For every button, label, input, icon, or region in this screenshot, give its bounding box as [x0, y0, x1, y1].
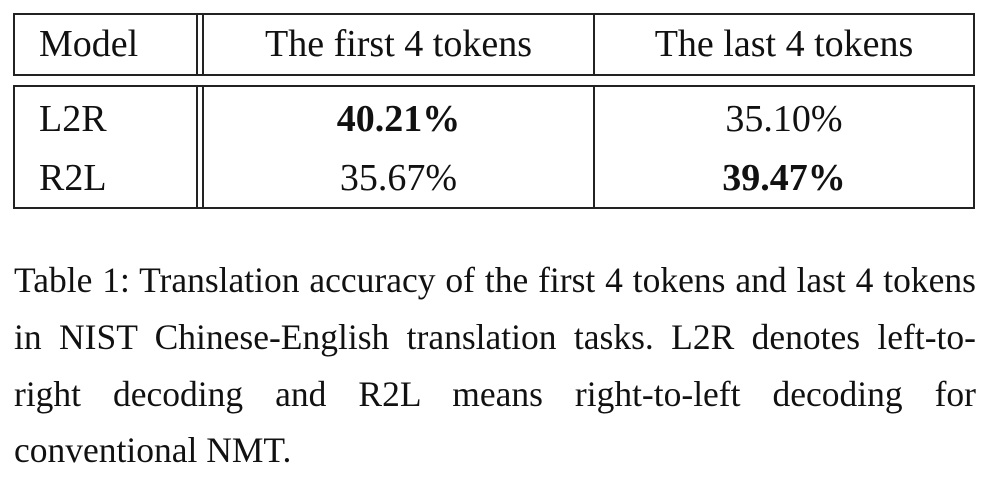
model-divider-a [196, 13, 198, 76]
row-r2l-model: R2L [39, 157, 107, 199]
model-divider-b [202, 13, 204, 76]
left-border [13, 85, 15, 209]
header-first-4-tokens: The first 4 tokens [264, 23, 532, 65]
table-caption: Table 1: Translation accuracy of the fir… [14, 260, 976, 471]
results-table: Model The first 4 tokens The last 4 toke… [13, 13, 975, 209]
model-divider-a [196, 85, 198, 209]
row-l2r-first4: 40.21% [336, 98, 461, 140]
row-r2l-last4: 39.47% [722, 157, 846, 199]
header-last-4-tokens: The last 4 tokens [654, 23, 914, 65]
model-divider-b [202, 85, 204, 209]
body-top-rule [13, 85, 975, 87]
right-border [973, 85, 975, 209]
right-border [973, 13, 975, 76]
row-l2r-last4: 35.10% [725, 98, 843, 140]
left-border [13, 13, 15, 76]
header-bottom-rule [13, 74, 975, 76]
row-r2l-first4: 35.67% [339, 157, 458, 199]
table-bottom-rule [13, 207, 975, 209]
table-top-rule [13, 13, 975, 15]
column-divider [593, 85, 595, 209]
row-l2r-model: L2R [39, 98, 107, 140]
header-model: Model [39, 23, 139, 65]
column-divider [593, 13, 595, 76]
